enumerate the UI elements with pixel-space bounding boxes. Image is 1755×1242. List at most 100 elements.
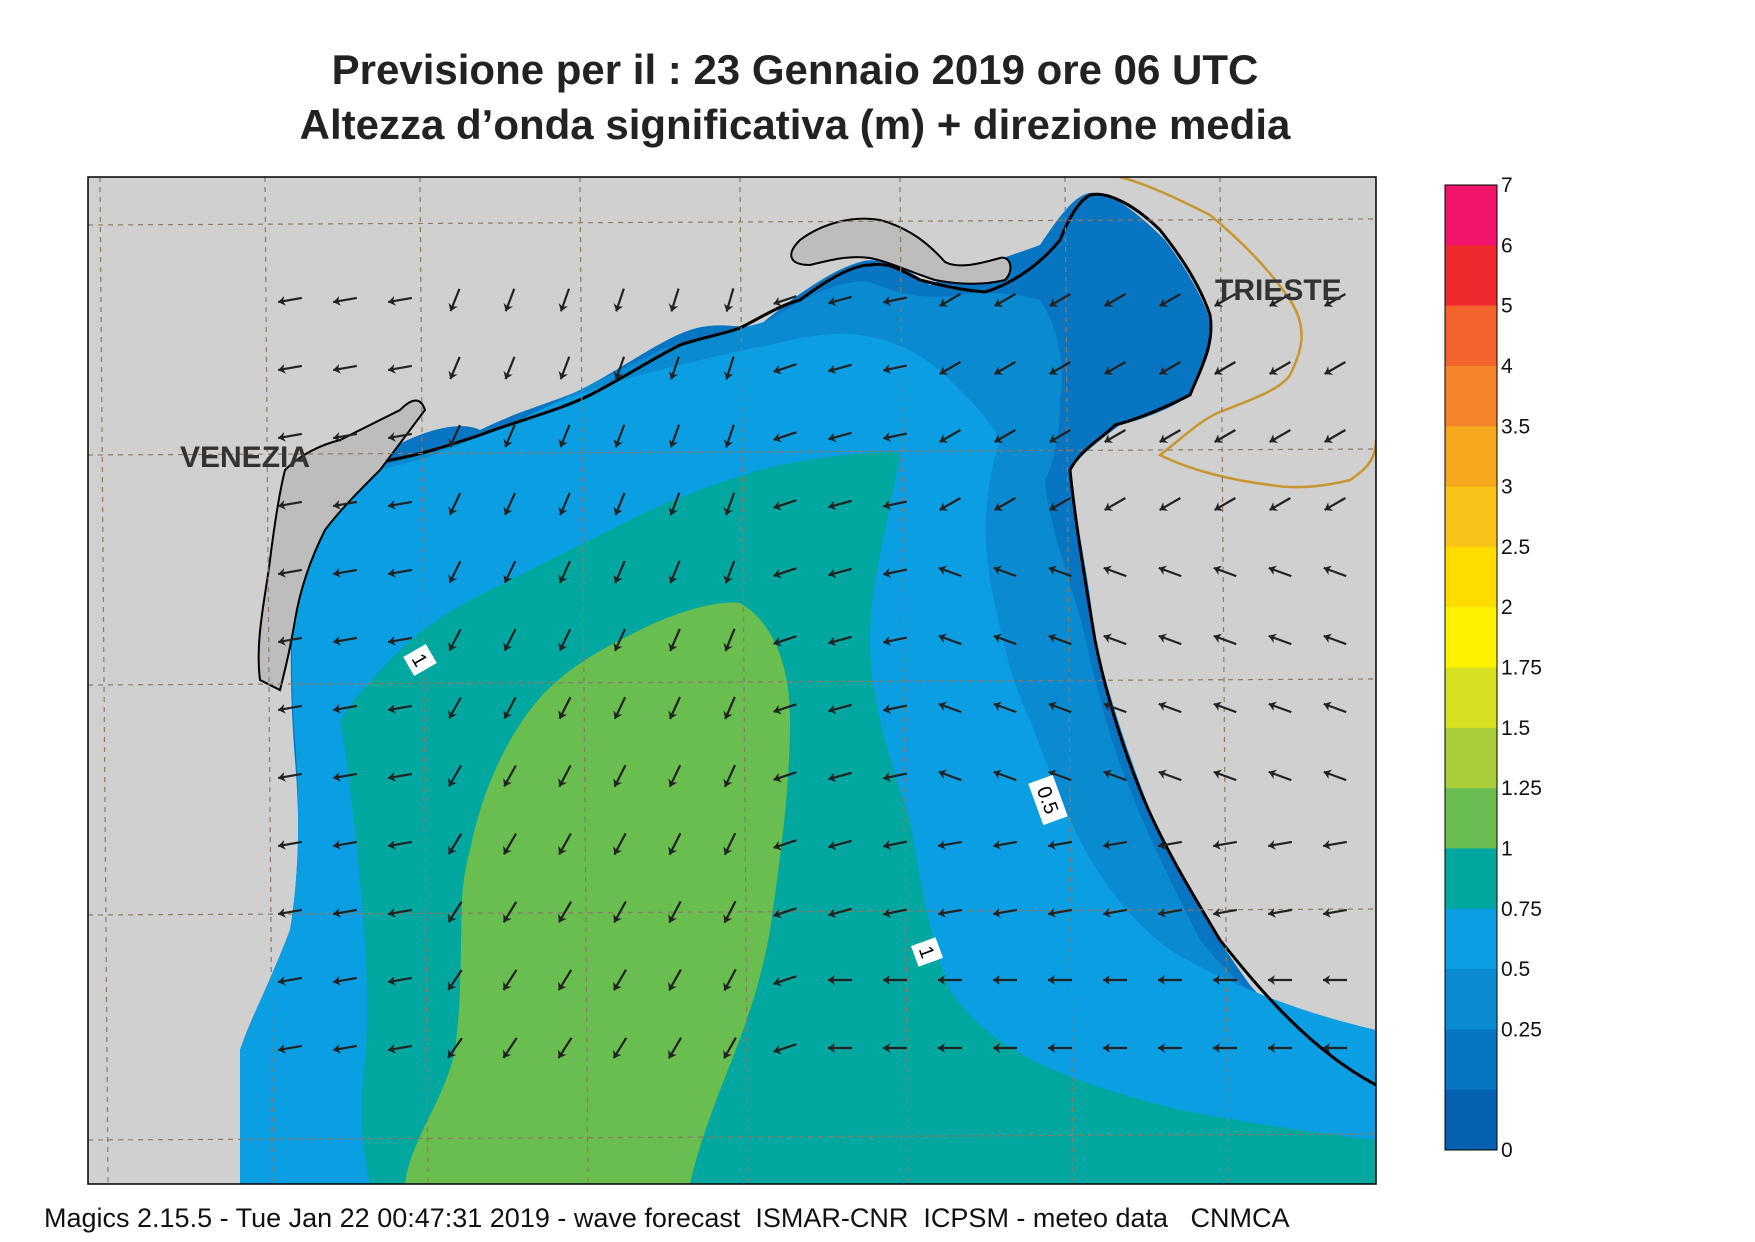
- direction-arrow: [992, 839, 1018, 850]
- direction-arrow: [937, 839, 963, 850]
- direction-arrow: [883, 500, 907, 510]
- graticule-meridian: [264, 177, 274, 1184]
- direction-arrow: [1104, 361, 1126, 375]
- direction-arrow: [502, 901, 518, 923]
- direction-arrow: [773, 499, 797, 511]
- colorbar-swatch: [1445, 607, 1497, 668]
- direction-arrow: [1103, 769, 1127, 782]
- direction-arrow: [332, 703, 358, 714]
- graticule-parallel: [88, 448, 1376, 456]
- colorbar-label: 1.25: [1501, 777, 1542, 800]
- graticule-meridian: [899, 177, 909, 1184]
- direction-arrow: [993, 565, 1017, 578]
- direction-arrow: [994, 293, 1016, 307]
- direction-arrow: [1048, 769, 1072, 782]
- direction-arrow: [448, 356, 461, 380]
- direction-arrow: [773, 703, 797, 715]
- venezia-label: VENEZIA: [180, 441, 310, 474]
- venezia-land: [257, 399, 427, 692]
- footer-credits: Magics 2.15.5 - Tue Jan 22 00:47:31 2019…: [44, 1203, 1290, 1233]
- direction-arrow: [387, 1043, 413, 1054]
- direction-arrow: [387, 431, 413, 442]
- direction-arrow: [387, 295, 413, 306]
- direction-arrow: [1323, 975, 1347, 985]
- direction-arrow: [1269, 361, 1291, 375]
- direction-arrow: [1103, 633, 1127, 646]
- direction-arrow: [773, 363, 797, 375]
- graticule-parallel: [88, 1133, 1376, 1141]
- colorbar-swatch: [1445, 969, 1497, 1030]
- direction-arrow: [828, 567, 852, 579]
- sea-region-1-25: [405, 602, 790, 1184]
- direction-arrow: [1157, 907, 1183, 918]
- colorbar-swatch: [1445, 848, 1497, 910]
- direction-arrow: [613, 900, 627, 924]
- direction-arrow: [332, 431, 358, 442]
- direction-arrow: [613, 696, 627, 720]
- colorbar-label: 2: [1501, 596, 1513, 619]
- direction-arrow: [1214, 293, 1236, 307]
- coastline: [299, 192, 1376, 1087]
- direction-arrow: [1048, 1043, 1072, 1053]
- direction-arrow: [828, 635, 852, 647]
- colorbar-swatch: [1445, 546, 1497, 608]
- direction-arrow: [558, 764, 572, 788]
- direction-arrow: [1268, 701, 1292, 714]
- colorbar-label: 1: [1501, 837, 1513, 860]
- direction-arrow: [277, 839, 303, 850]
- direction-arrow: [723, 1037, 737, 1059]
- colorbar-swatch: [1445, 305, 1497, 367]
- direction-arrow: [1158, 633, 1182, 646]
- direction-arrow: [503, 424, 516, 448]
- graticule-parallel: [88, 678, 1376, 686]
- direction-arrow: [773, 431, 797, 443]
- direction-arrow: [387, 499, 413, 510]
- direction-arrow: [1159, 497, 1181, 511]
- wave-direction-arrows: [277, 288, 1348, 1059]
- colorbar-swatch: [1445, 1029, 1497, 1091]
- direction-arrow: [387, 771, 413, 782]
- direction-arrow: [883, 1043, 907, 1053]
- direction-arrow: [332, 567, 358, 578]
- colorbar-label: 0.25: [1501, 1018, 1542, 1041]
- direction-arrow: [723, 696, 736, 720]
- direction-arrow: [993, 769, 1017, 782]
- direction-arrow: [668, 696, 681, 720]
- direction-arrow: [723, 628, 736, 652]
- direction-arrow: [668, 764, 682, 788]
- direction-arrow: [277, 431, 303, 442]
- direction-arrow: [992, 907, 1018, 918]
- direction-arrow: [387, 703, 413, 714]
- direction-arrow: [723, 560, 736, 584]
- direction-arrow: [557, 901, 573, 923]
- direction-arrow: [994, 429, 1016, 443]
- direction-arrow: [277, 363, 303, 374]
- direction-arrow: [332, 295, 358, 306]
- direction-arrow: [1103, 975, 1127, 985]
- direction-arrow: [332, 975, 358, 986]
- direction-arrow: [939, 293, 961, 307]
- direction-arrow: [938, 701, 962, 714]
- colorbar-swatch: [1445, 185, 1497, 246]
- direction-arrow: [773, 975, 797, 987]
- direction-arrow: [613, 764, 627, 788]
- direction-arrow: [994, 361, 1016, 375]
- direction-arrow: [332, 839, 358, 850]
- direction-arrow: [1269, 293, 1291, 307]
- direction-arrow: [828, 907, 852, 919]
- direction-arrow: [1158, 565, 1182, 578]
- graticule: [88, 177, 1376, 1184]
- direction-arrow: [993, 633, 1017, 646]
- direction-arrow: [773, 1043, 797, 1055]
- direction-arrow: [558, 628, 572, 652]
- direction-arrow: [1158, 769, 1182, 782]
- direction-arrow: [1268, 769, 1292, 782]
- direction-arrow: [773, 567, 797, 579]
- direction-arrow: [387, 567, 413, 578]
- direction-arrow: [1157, 839, 1183, 850]
- direction-arrow: [332, 907, 358, 918]
- map-area: [88, 177, 1376, 1184]
- direction-arrow: [828, 431, 852, 443]
- map-subtitle: Altezza d’onda significativa (m) + direz…: [299, 101, 1291, 148]
- direction-arrow: [883, 636, 907, 646]
